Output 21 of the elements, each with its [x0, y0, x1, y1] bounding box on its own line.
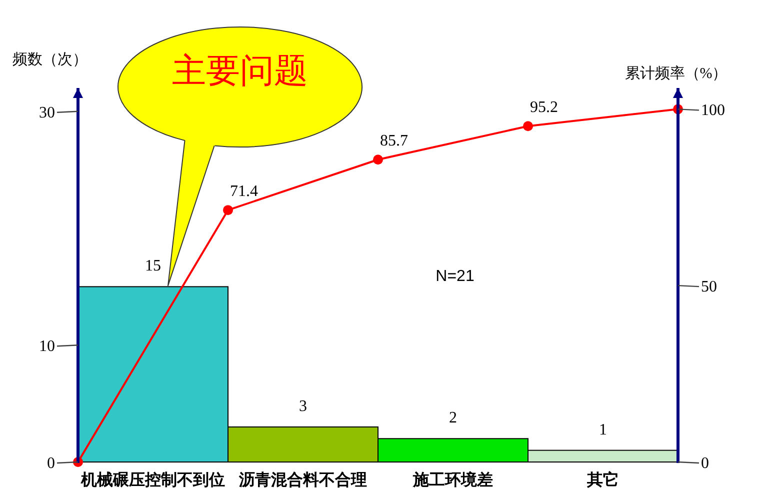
y-tick-label: 30: [39, 104, 55, 122]
x-tick-label: 其它: [586, 470, 619, 489]
y-tick-label: 0: [47, 455, 55, 472]
data-label: 85.7: [380, 132, 408, 150]
y2-tick-label: 50: [701, 278, 717, 296]
data-label: 95.2: [530, 99, 558, 116]
annotation: 主要问题: [172, 53, 308, 90]
y2-axis-title: 累计频率（%）: [624, 65, 728, 82]
annotation: N=21: [436, 268, 474, 285]
y2-tick-label: 100: [701, 102, 725, 120]
data-label: 15: [145, 258, 161, 275]
data-label: 71.4: [230, 183, 258, 200]
y2-tick-label: 0: [701, 455, 709, 472]
data-label: 1: [599, 421, 607, 438]
x-tick-label: 沥青混合料不合理: [238, 470, 367, 489]
data-label: 2: [449, 410, 457, 427]
data-label: 3: [299, 398, 307, 415]
y-axis-title: 频数（次）: [12, 51, 88, 68]
x-tick-label: 机械碾压控制不到位: [80, 470, 225, 489]
y-tick-label: 10: [39, 338, 55, 356]
x-tick-label: 施工环境差: [412, 470, 493, 489]
